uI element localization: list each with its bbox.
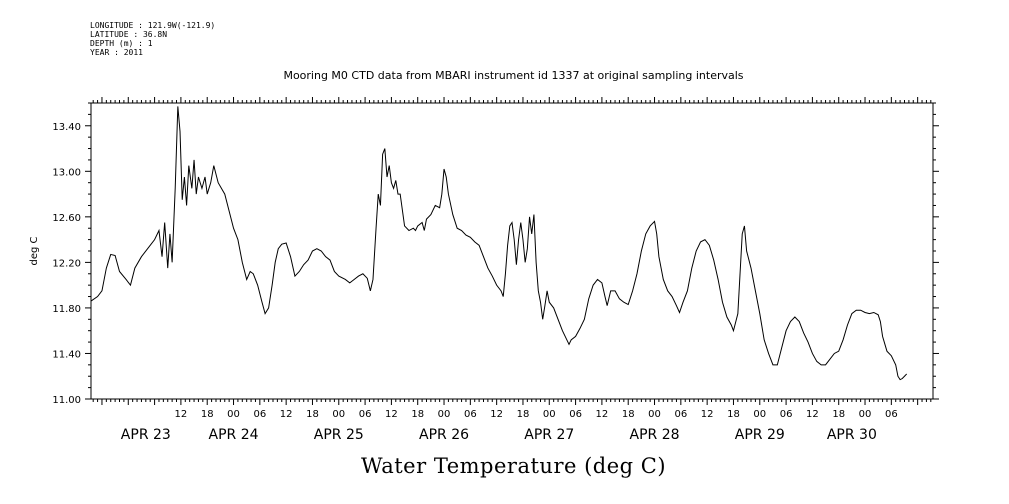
x-day-label: APR 23 [121,427,171,443]
x-tick-label: 06 [359,409,372,420]
x-axis-title: Water Temperature (deg C) [360,454,667,478]
x-day-label: APR 29 [735,427,785,443]
axis-labels: 12 18 00 06 12 18 00 06 12 18 00 06 12 18 00 06 12 18 00 06… [52,122,897,443]
x-day-label: APR 26 [419,427,469,443]
x-tick-label: 18 [517,409,530,420]
x-tick-label: 06 [885,409,898,420]
x-day-label: APR 28 [630,427,680,443]
y-tick-label: 13.40 [52,122,81,133]
x-tick-label: 12 [701,409,714,420]
y-tick-label: 11.00 [52,395,81,406]
longitude-line: LONGITUDE : 121.9W(-121.9) [90,21,216,30]
x-tick-label: 00 [543,409,556,420]
x-tick-label: 12 [175,409,188,420]
x-tick-label: 18 [727,409,740,420]
x-tick-label: 06 [780,409,793,420]
x-tick-label: 00 [438,409,451,420]
x-tick-label: 12 [596,409,609,420]
x-tick-label: 06 [464,409,477,420]
x-day-label: APR 30 [827,427,877,443]
x-tick-label: 18 [832,409,845,420]
x-tick-label: 06 [569,409,582,420]
x-tick-label: 18 [411,409,424,420]
y-tick-label: 11.80 [52,304,81,315]
x-day-label: APR 27 [524,427,574,443]
x-tick-label: 00 [332,409,345,420]
depth-line: DEPTH (m) : 1 [90,39,153,48]
y-tick-label: 11.40 [52,349,81,360]
x-tick-label: 00 [753,409,766,420]
x-day-label: APR 24 [209,427,259,443]
x-tick-label: 18 [306,409,319,420]
x-tick-label: 12 [490,409,503,420]
chart-title: Mooring M0 CTD data from MBARI instrumen… [283,69,744,82]
x-tick-label: 12 [280,409,293,420]
y-axis-title: deg C [29,236,40,265]
series-line-water-temperature [90,106,908,381]
x-tick-label: 18 [201,409,214,420]
x-tick-label: 00 [648,409,661,420]
year-line: YEAR : 2011 [90,48,143,57]
x-tick-label: 12 [385,409,398,420]
x-tick-label: 06 [674,409,687,420]
x-tick-label: 12 [806,409,819,420]
y-tick-label: 12.20 [52,258,81,269]
axis-ticks [85,97,939,405]
x-day-label: APR 25 [314,427,364,443]
x-tick-label: 00 [227,409,240,420]
x-tick-label: 18 [622,409,635,420]
metadata-block: LONGITUDE : 121.9W(-121.9) LATITUDE : 36… [90,21,215,57]
x-tick-label: 00 [859,409,872,420]
y-tick-label: 12.60 [52,213,81,224]
latitude-line: LATITUDE : 36.8N [90,30,168,39]
plot-frame [90,102,934,400]
x-tick-label: 06 [253,409,266,420]
y-tick-label: 13.00 [52,167,81,178]
